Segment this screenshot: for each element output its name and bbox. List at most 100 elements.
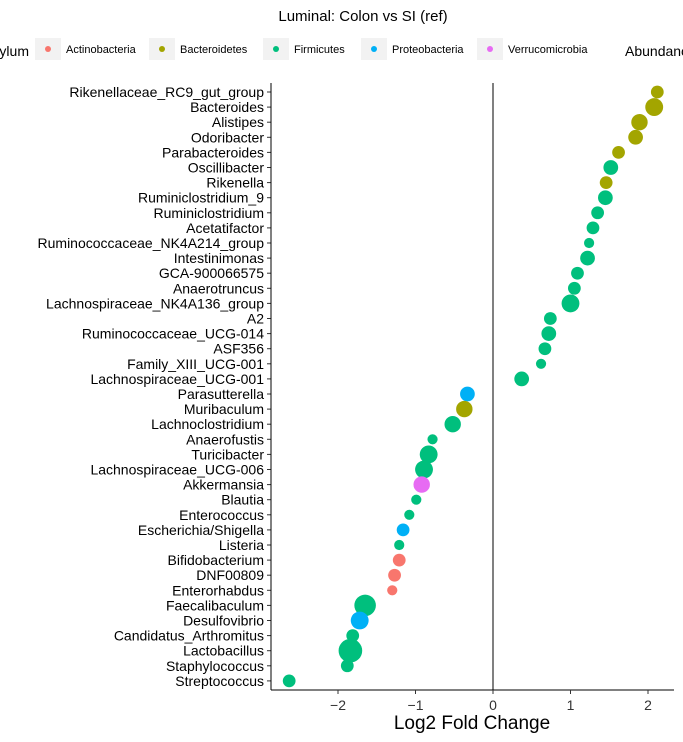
y-tick-label: Escherichia/Shigella xyxy=(138,522,264,538)
legend-color-title: Phylum xyxy=(0,43,29,59)
y-tick-label: Bacteroides xyxy=(190,99,264,115)
y-tick-label: Staphylococcus xyxy=(166,658,264,674)
point-enterorhabdus xyxy=(387,585,398,596)
legend-key-actinobacteria: Actinobacteria xyxy=(35,38,137,60)
y-tick-label: Parasutterella xyxy=(178,386,265,402)
point-lactobacillus xyxy=(338,638,363,663)
y-tick-labels: Rikenellaceae_RC9_gut_groupBacteroidesAl… xyxy=(38,84,265,689)
point-ruminiclostridium-9 xyxy=(598,190,613,206)
y-tick-label: ASF356 xyxy=(213,341,264,357)
point-ruminococcaceae-nk4a214-group xyxy=(584,237,595,249)
y-tick-label: Parabacteroides xyxy=(162,144,264,160)
y-tick-label: Intestinimonas xyxy=(174,250,264,266)
y-tick-label: Blautia xyxy=(221,492,264,508)
point-gca-900066575 xyxy=(571,266,584,280)
point-turicibacter xyxy=(419,445,438,464)
x-tick-label: 2 xyxy=(644,697,652,713)
y-tick-label: Rikenella xyxy=(206,175,264,191)
point-anaerotruncus xyxy=(567,281,581,295)
x-tick-label: −1 xyxy=(408,697,424,713)
point-ruminiclostridium xyxy=(591,206,605,220)
legend-key-proteobacteria: Proteobacteria xyxy=(361,38,464,60)
point-parabacteroides xyxy=(612,146,625,159)
y-tick-label: Enterococcus xyxy=(179,507,264,523)
point-anaerofustis xyxy=(427,434,438,445)
point-family-xiii-ucg-001 xyxy=(535,358,547,369)
y-tick-label: Acetatifactor xyxy=(186,220,264,236)
y-tick-label: Lachnospiraceae_UCG-006 xyxy=(90,462,264,478)
point-odoribacter xyxy=(628,129,643,145)
y-tick-label: Desulfovibrio xyxy=(183,613,264,629)
y-tick-label: Streptococcus xyxy=(175,673,264,689)
legend-label: Firmicutes xyxy=(294,44,345,56)
legend-key-dot xyxy=(45,46,51,52)
point-desulfovibrio xyxy=(350,611,369,630)
point-listeria xyxy=(394,539,405,551)
y-tick-label: Ruminococcaceae_UCG-014 xyxy=(82,326,264,342)
x-tick-label: −2 xyxy=(330,697,346,713)
legend-size-title: Abundance xyxy=(625,43,683,59)
legend-label: Verrucomicrobia xyxy=(508,44,588,56)
point-staphylococcus xyxy=(340,659,354,673)
legend-key-dot xyxy=(159,46,165,52)
y-tick-label: Bifidobacterium xyxy=(168,552,265,568)
point-streptococcus xyxy=(282,674,296,688)
y-tick-label: Anaerotruncus xyxy=(173,280,264,296)
point-lachnoclostridium xyxy=(444,416,461,433)
y-tick-label: DNF00809 xyxy=(196,567,264,583)
point-ruminococcaceae-ucg-014 xyxy=(541,326,557,341)
y-tick-label: Faecalibaculum xyxy=(166,597,264,613)
y-tick-label: Candidatus_Arthromitus xyxy=(114,628,264,644)
legend-key-dot xyxy=(273,46,279,52)
point-acetatifactor xyxy=(586,221,600,235)
legend-key-dot xyxy=(371,46,377,52)
point-a2 xyxy=(543,312,557,325)
legend-keys: Actinobacteria Bacteroidetes Firmicutes Pro… xyxy=(35,38,588,60)
point-oscillibacter xyxy=(603,160,619,175)
y-tick-label: Ruminococcaceae_NK4A214_group xyxy=(38,235,265,251)
point-escherichia-shigella xyxy=(396,523,410,537)
data-points xyxy=(282,85,664,688)
legend-key-dot xyxy=(487,46,493,52)
legend-key-verrucomicrobia: Verrucomicrobia xyxy=(477,38,588,60)
point-blautia xyxy=(411,494,422,505)
point-bacteroides xyxy=(645,98,664,117)
point-candidatus-arthromitus xyxy=(346,629,360,642)
point-dnf00809 xyxy=(388,568,401,582)
legend-label: Actinobacteria xyxy=(66,44,137,56)
y-tick-label: Rikenellaceae_RC9_gut_group xyxy=(69,84,264,100)
x-axis-label: Log2 Fold Change xyxy=(394,713,550,734)
legend-key-bacteroidetes: Bacteroidetes xyxy=(149,38,248,60)
y-tick-label: Akkermansia xyxy=(183,477,264,493)
y-tick-label: Enterorhabdus xyxy=(172,582,264,598)
point-faecalibaculum xyxy=(354,594,376,617)
y-tick-label: Listeria xyxy=(219,537,264,553)
point-lachnospiraceae-nk4a136-group xyxy=(561,294,580,313)
point-rikenella xyxy=(599,176,613,189)
y-tick-label: A2 xyxy=(247,311,264,327)
x-tick-label: 1 xyxy=(567,697,575,713)
point-muribaculum xyxy=(456,400,473,418)
legend-label: Proteobacteria xyxy=(392,44,464,56)
point-parasutterella xyxy=(460,386,475,402)
y-tick-label: Lactobacillus xyxy=(183,643,264,659)
y-ticks xyxy=(267,91,271,682)
legend-label: Bacteroidetes xyxy=(180,44,248,56)
point-enterococcus xyxy=(404,509,415,520)
legend: Phylum Actinobacteria Bacteroidetes Firmic… xyxy=(0,38,683,60)
y-tick-label: Turicibacter xyxy=(191,446,264,462)
point-alistipes xyxy=(631,114,648,131)
x-tick-label: 0 xyxy=(489,697,497,713)
y-tick-label: Anaerofustis xyxy=(186,431,264,447)
y-tick-label: Ruminiclostridium xyxy=(154,205,264,221)
point-lachnospiraceae-ucg-001 xyxy=(514,371,530,387)
point-lachnospiraceae-ucg-006 xyxy=(415,460,433,479)
point-bifidobacterium xyxy=(392,553,406,567)
point-asf356 xyxy=(538,342,552,356)
y-tick-label: GCA-900066575 xyxy=(159,265,264,281)
y-tick-label: Lachnospiraceae_UCG-001 xyxy=(90,371,264,387)
y-tick-label: Lachnospiraceae_NK4A136_group xyxy=(46,295,264,311)
legend-key-firmicutes: Firmicutes xyxy=(263,38,345,60)
y-tick-label: Odoribacter xyxy=(191,129,264,145)
